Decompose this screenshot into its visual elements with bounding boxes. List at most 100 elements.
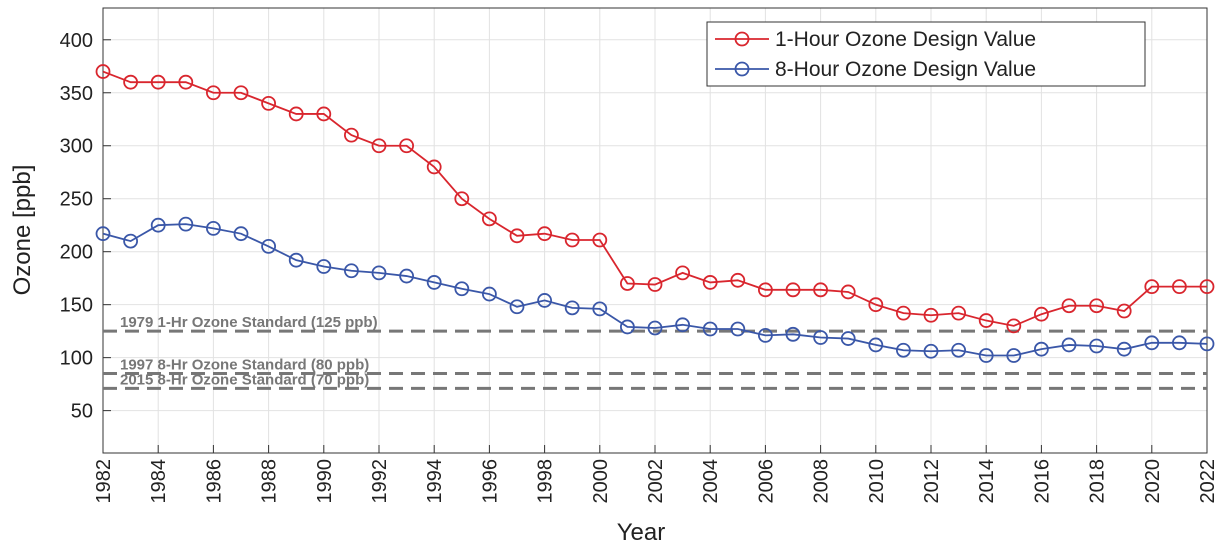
legend-text: 1-Hour Ozone Design Value [775,28,1036,51]
x-tick-label: 2000 [590,459,612,504]
marker [509,228,525,244]
marker [1144,335,1160,351]
marker [951,342,966,358]
marker [1199,279,1215,295]
marker [123,233,139,249]
x-tick-label: 1984 [148,459,170,504]
marker [840,331,856,346]
marker [923,307,939,323]
legend-marker [734,31,750,47]
marker [343,127,359,143]
marker [702,321,718,337]
x-tick-label: 2020 [1142,459,1164,504]
marker [426,159,442,175]
marker [978,313,994,328]
x-tick-label: 1988 [259,459,281,504]
marker [730,272,746,288]
legend-text: 8-Hour Ozone Design Value [775,58,1036,81]
marker [592,301,608,317]
marker [178,216,194,232]
marker [785,326,801,342]
marker [95,64,111,79]
marker [205,85,221,101]
x-tick-label: 1998 [535,459,557,504]
marker [675,317,690,333]
marker [481,286,497,302]
marker [758,327,773,343]
marker [1061,337,1077,353]
marker [564,300,580,316]
x-tick-label: 1994 [424,459,446,504]
marker [233,226,249,242]
series-line [102,70,1207,327]
marker [620,319,635,335]
marker [592,232,608,248]
marker [123,74,139,90]
marker [178,74,194,90]
marker [205,220,221,236]
marker [647,277,663,292]
marker [1089,338,1104,354]
marker [840,284,856,300]
x-tick-label: 1986 [203,459,225,504]
y-tick-label: 350 [60,83,93,105]
x-tick-label: 2016 [1031,459,1053,504]
marker [1006,348,1022,363]
marker [758,282,773,298]
marker [785,282,801,298]
x-tick-label: 2012 [921,459,943,504]
marker [454,281,470,297]
x-tick-label: 1996 [479,459,501,504]
marker [233,85,249,101]
marker [316,259,332,274]
marker [1089,298,1104,314]
marker [702,275,718,290]
x-tick-label: 2018 [1087,459,1109,504]
x-tick-label: 2008 [811,459,833,504]
marker [951,305,966,321]
marker [1172,279,1187,295]
y-tick-label: 250 [60,189,93,211]
marker [371,138,387,154]
marker [620,276,635,291]
marker [813,282,828,298]
marker [675,265,690,281]
x-tick-label: 1982 [93,459,115,504]
marker [371,265,387,281]
y-axis-label: Ozone [ppb] [9,165,36,296]
marker [813,330,828,345]
series-line [102,223,1208,357]
marker [730,321,746,337]
reference-label: 1997 8-Hr Ozone Standard (80 ppb) [120,357,369,374]
marker [1061,298,1077,314]
marker [288,106,304,122]
marker [95,226,111,242]
marker [896,305,911,321]
marker [1172,335,1187,351]
legend-marker [734,61,750,77]
marker [868,297,884,313]
y-tick-label: 200 [60,242,93,264]
marker [647,320,663,336]
marker [1199,336,1215,352]
marker [868,337,884,353]
x-axis-label: Year [617,519,666,546]
y-tick-label: 50 [71,401,93,423]
marker [1144,279,1160,295]
marker [399,138,415,154]
marker [261,238,277,254]
marker [564,232,580,248]
marker [923,343,939,359]
y-tick-label: 300 [60,136,93,158]
x-tick-label: 2010 [866,459,888,504]
marker [978,348,994,363]
marker [896,342,911,358]
y-tick-label: 400 [60,30,93,52]
x-tick-label: 2006 [755,459,777,504]
marker [316,106,332,122]
marker [1034,306,1049,322]
marker [150,74,166,90]
marker [288,252,304,268]
marker [343,263,359,279]
